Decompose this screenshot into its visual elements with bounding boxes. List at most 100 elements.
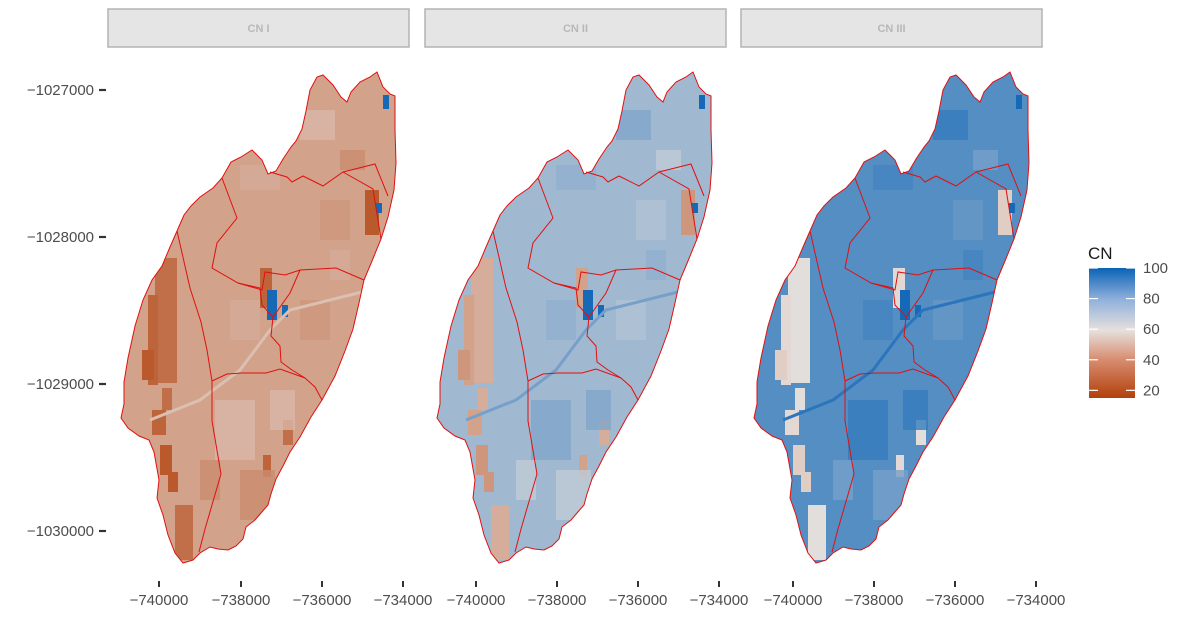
facet-strip-cn-2: CN II — [424, 8, 727, 48]
landcover-patch — [175, 505, 193, 560]
landcover-patch — [963, 250, 983, 280]
landcover-patch — [586, 390, 611, 430]
landcover-patch — [155, 258, 177, 383]
subcatchment-boundary — [553, 282, 639, 401]
drainage-line — [465, 288, 687, 422]
landcover-patch — [801, 472, 811, 492]
landcover-patch — [775, 350, 787, 380]
subcatchment-boundary — [588, 269, 617, 318]
landcover-patch — [646, 250, 666, 280]
water-patch — [282, 305, 288, 317]
landcover-patch — [916, 420, 926, 445]
landcover-patch — [168, 472, 178, 492]
landcover-patch — [933, 110, 968, 140]
x-tick-label: −738000 — [212, 592, 271, 609]
landcover-patch — [681, 190, 695, 235]
landcover-patch — [142, 350, 154, 380]
legend-tick-label: 60 — [1143, 321, 1160, 338]
subcatchment-boundary — [975, 171, 1015, 240]
x-axis-panel-3: −740000 −738000 −736000 −734000 — [764, 581, 1066, 609]
x-tick-label: −734000 — [374, 592, 433, 609]
subcatchment-boundary — [272, 269, 301, 318]
landcover-patch — [478, 388, 488, 410]
landcover-patch — [240, 470, 275, 520]
landcover-patch — [863, 300, 893, 340]
x-tick: −740000 — [447, 581, 505, 609]
drainage-line — [149, 288, 371, 422]
landcover-patch — [511, 210, 541, 240]
subcatchment-boundary — [211, 177, 365, 291]
subcatchment-boundary — [809, 230, 939, 382]
y-tick-label: −1028000 — [27, 229, 94, 246]
legend-title: CN — [1088, 244, 1113, 263]
subcatchment-boundary — [831, 381, 855, 553]
x-tick: −738000 — [528, 581, 587, 609]
landcover-patch — [516, 460, 536, 500]
landcover-patch — [330, 250, 350, 280]
landcover-patch — [531, 400, 571, 460]
y-tick-label: −1029000 — [27, 376, 94, 393]
landcover-patch — [795, 388, 805, 410]
water-patch — [267, 290, 277, 320]
x-tick-label: −736000 — [609, 592, 668, 609]
x-tick-label: −738000 — [528, 592, 587, 609]
x-tick: −734000 — [374, 581, 433, 609]
landcover-patch — [162, 388, 172, 410]
subcatchment-boundary — [902, 163, 1022, 197]
x-tick: −736000 — [293, 581, 351, 609]
landcover-patch — [496, 300, 516, 360]
legend: CN 100 80 60 40 20 — [1088, 244, 1168, 399]
x-tick: −736000 — [609, 581, 668, 609]
landcover-patch — [788, 258, 810, 383]
landcover-patch — [833, 460, 853, 500]
landcover-patch — [953, 200, 983, 240]
water-patch — [1009, 203, 1015, 213]
legend-colorbar — [1089, 268, 1135, 398]
landcover-patch — [458, 350, 470, 380]
landcover-patches — [458, 95, 705, 560]
landcover-patch — [476, 445, 488, 475]
y-tick-label: −1027000 — [27, 82, 94, 99]
x-tick-label: −734000 — [1007, 592, 1066, 609]
x-tick-label: −736000 — [926, 592, 985, 609]
subcatchment-boundary — [905, 269, 934, 318]
y-tick: −1028000 — [27, 229, 106, 246]
landcover-patch — [616, 110, 651, 140]
landcover-patch — [200, 460, 220, 500]
water-patch — [692, 203, 698, 213]
landcover-patch — [195, 210, 225, 240]
x-tick-label: −738000 — [845, 592, 904, 609]
landcover-patch — [601, 220, 636, 250]
water-patch — [1016, 95, 1022, 109]
legend-ticks: 100 80 60 40 20 — [1089, 260, 1168, 399]
landcover-patch — [300, 110, 335, 140]
y-axis: −1027000 −1028000 −1029000 −1030000 — [27, 82, 106, 540]
subcatchment-boundary — [844, 177, 998, 291]
facet-strip-label: CN I — [248, 23, 270, 35]
landcover-patch — [484, 472, 494, 492]
landcover-patch — [365, 190, 379, 235]
landcover-patch — [781, 295, 791, 385]
landcover-patch — [903, 390, 928, 430]
landcover-patch — [148, 295, 158, 385]
landcover-patch — [873, 470, 908, 520]
subcatchment-boundary — [514, 381, 538, 553]
landcover-patch — [873, 165, 913, 190]
y-tick-label: −1030000 — [27, 523, 94, 540]
subcatchment-boundary — [585, 163, 705, 197]
subcatchment-boundary — [237, 282, 323, 401]
facet-strips: CN I CN II CN III — [107, 8, 1043, 48]
drainage-line — [782, 288, 1004, 422]
x-tick: −734000 — [1007, 581, 1066, 609]
subcatchment-boundary — [198, 381, 222, 553]
landcover-patch — [491, 505, 509, 560]
facet-strip-cn-1: CN I — [107, 8, 410, 48]
water-patch — [900, 290, 910, 320]
landcover-patch — [896, 455, 904, 477]
landcover-patch — [283, 420, 293, 445]
legend-tick-label: 100 — [1143, 260, 1168, 277]
water-patch — [915, 305, 921, 317]
subcatchment-boundary — [269, 163, 389, 197]
subcatchment-boundary — [176, 230, 306, 382]
